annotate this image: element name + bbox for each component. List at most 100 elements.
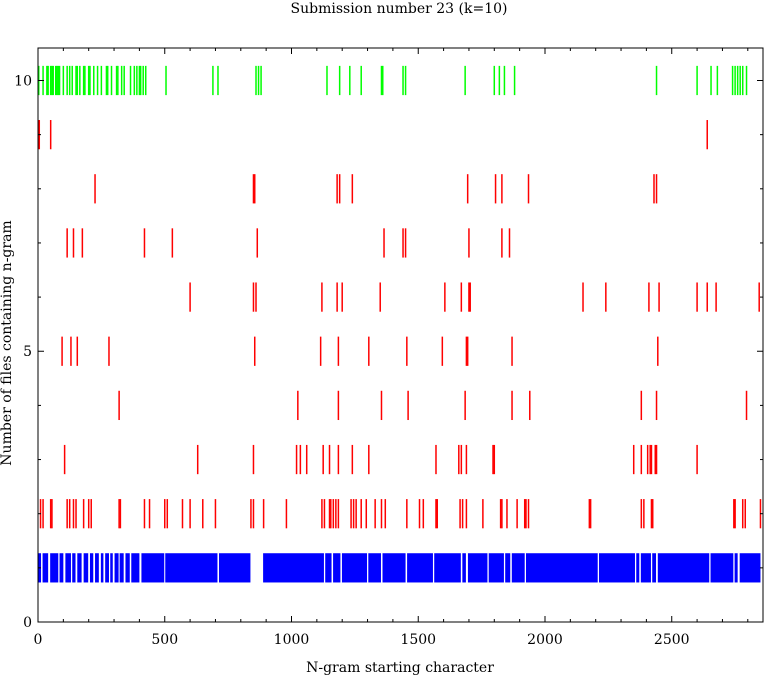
mark-level-5 xyxy=(76,336,79,366)
mark-level-5 xyxy=(368,336,370,366)
mark-range-level-1 xyxy=(141,553,165,583)
mark-level-10 xyxy=(106,65,109,96)
mark-level-2 xyxy=(365,499,368,529)
mark-level-10 xyxy=(120,65,123,96)
mark-range-level-1 xyxy=(325,553,332,583)
mark-range-level-1 xyxy=(114,553,119,583)
mark-level-2 xyxy=(527,499,530,529)
mark-level-8 xyxy=(527,174,530,204)
mark-level-2 xyxy=(119,499,122,529)
mark-level-10 xyxy=(493,65,496,96)
mark-level-10 xyxy=(75,65,77,96)
mark-range-level-1 xyxy=(83,553,89,583)
mark-range-level-1 xyxy=(341,553,368,583)
y-axis-label: Number of files containing n-gram xyxy=(0,220,15,465)
mark-level-10 xyxy=(402,65,404,96)
mark-range-level-1 xyxy=(59,553,64,583)
mark-level-3 xyxy=(435,444,437,475)
mark-level-4 xyxy=(511,390,513,421)
mark-level-5 xyxy=(657,336,659,366)
mark-level-4 xyxy=(337,390,340,421)
mark-level-10 xyxy=(380,65,383,96)
mark-range-level-1 xyxy=(488,553,504,583)
mark-range-level-1 xyxy=(657,553,710,583)
mark-level-5 xyxy=(406,336,408,366)
mark-level-10 xyxy=(138,65,141,96)
mark-level-10 xyxy=(326,65,328,96)
mark-level-10 xyxy=(710,65,712,96)
mark-level-3 xyxy=(295,444,298,475)
mark-level-6 xyxy=(336,282,338,312)
mark-range-level-1 xyxy=(95,553,99,583)
mark-level-8 xyxy=(655,174,658,204)
mark-level-6 xyxy=(706,282,708,312)
mark-level-10 xyxy=(76,65,79,96)
mark-range-level-1 xyxy=(525,553,598,583)
x-tick-label: 1500 xyxy=(400,632,436,648)
mark-level-8 xyxy=(338,174,341,204)
mark-level-3 xyxy=(252,444,255,475)
mark-range-level-1 xyxy=(218,553,251,583)
mark-level-9 xyxy=(49,120,52,150)
mark-range-level-1 xyxy=(652,553,657,583)
mark-level-3 xyxy=(305,444,308,475)
mark-range-level-1 xyxy=(72,553,76,583)
mark-level-10 xyxy=(66,65,68,96)
mark-level-10 xyxy=(513,65,516,96)
mark-level-2 xyxy=(49,499,52,529)
mark-level-7 xyxy=(72,228,75,258)
mark-level-10 xyxy=(257,65,260,96)
mark-level-4 xyxy=(380,390,383,421)
mark-level-10 xyxy=(349,65,351,96)
mark-level-2 xyxy=(335,499,337,529)
mark-level-9 xyxy=(706,120,708,150)
mark-level-2 xyxy=(588,499,591,529)
mark-level-2 xyxy=(118,499,120,529)
mark-level-10 xyxy=(142,65,144,96)
mark-range-level-1 xyxy=(710,553,734,583)
mark-level-10 xyxy=(79,65,81,96)
mark-level-2 xyxy=(328,499,331,529)
mark-level-2 xyxy=(337,499,340,529)
mark-level-2 xyxy=(435,499,437,529)
mark-level-10 xyxy=(139,65,142,96)
mark-level-3 xyxy=(632,444,635,475)
mark-level-6 xyxy=(444,282,446,312)
mark-level-7 xyxy=(501,228,503,258)
mark-level-8 xyxy=(466,174,469,204)
mark-level-6 xyxy=(648,282,650,312)
mark-level-8 xyxy=(253,174,256,204)
mark-range-level-1 xyxy=(734,553,738,583)
mark-level-10 xyxy=(57,65,60,96)
mark-level-4 xyxy=(640,390,643,421)
mark-range-level-1 xyxy=(467,553,488,583)
mark-level-2 xyxy=(525,499,527,529)
mark-range-level-1 xyxy=(462,553,466,583)
mark-level-3 xyxy=(458,444,460,475)
mark-level-3 xyxy=(640,444,643,475)
mark-level-2 xyxy=(436,499,439,529)
mark-level-2 xyxy=(734,499,736,529)
mark-level-2 xyxy=(589,499,592,529)
mark-range-level-1 xyxy=(100,553,104,583)
y-tick-label: 10 xyxy=(14,73,32,89)
mark-range-level-1 xyxy=(77,553,82,583)
mark-level-2 xyxy=(374,499,376,529)
mark-level-10 xyxy=(736,65,739,96)
mark-level-2 xyxy=(87,499,90,529)
mark-level-7 xyxy=(143,228,146,258)
mark-level-10 xyxy=(46,65,48,96)
mark-level-2 xyxy=(189,499,191,529)
mark-level-10 xyxy=(136,65,138,96)
mark-level-10 xyxy=(84,65,86,96)
mark-level-6 xyxy=(379,282,381,312)
mark-level-10 xyxy=(144,65,147,96)
mark-level-2 xyxy=(733,499,735,529)
mark-level-10 xyxy=(82,65,85,96)
y-tick-label: 5 xyxy=(23,344,32,360)
mark-level-4 xyxy=(529,390,531,421)
mark-level-10 xyxy=(93,65,95,96)
mark-level-10 xyxy=(87,65,90,96)
mark-level-6 xyxy=(252,282,255,312)
